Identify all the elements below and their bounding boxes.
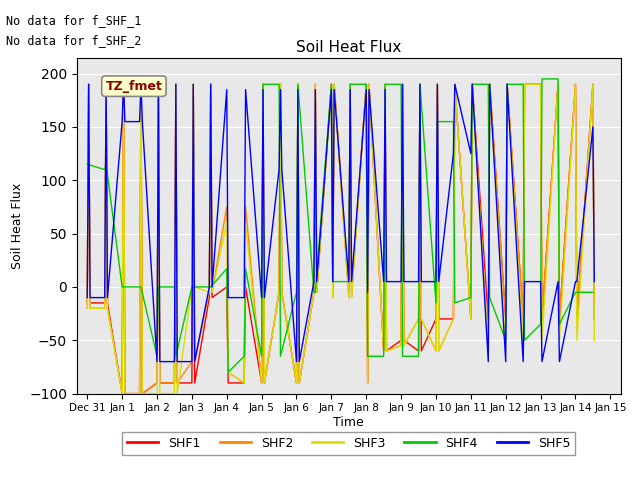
Title: Soil Heat Flux: Soil Heat Flux (296, 40, 401, 55)
X-axis label: Time: Time (333, 416, 364, 429)
Text: TZ_fmet: TZ_fmet (106, 80, 163, 93)
Legend: SHF1, SHF2, SHF3, SHF4, SHF5: SHF1, SHF2, SHF3, SHF4, SHF5 (122, 432, 575, 455)
Y-axis label: Soil Heat Flux: Soil Heat Flux (10, 182, 24, 269)
Text: No data for f_SHF_1: No data for f_SHF_1 (6, 14, 142, 27)
Text: No data for f_SHF_2: No data for f_SHF_2 (6, 34, 142, 47)
